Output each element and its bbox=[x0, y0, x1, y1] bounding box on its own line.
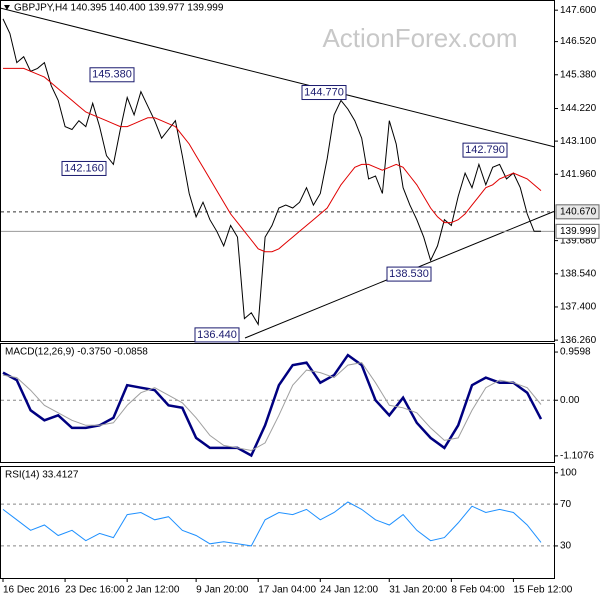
series-line bbox=[2, 18, 541, 327]
series-line bbox=[2, 353, 543, 458]
x-tick-label: 15 Feb 12:00 bbox=[513, 585, 572, 596]
y-tick-label: 145.380 bbox=[560, 69, 597, 80]
series-line bbox=[2, 362, 542, 452]
annotation-box bbox=[301, 85, 347, 101]
annotation-label: 142.160 bbox=[64, 162, 104, 174]
price-level-box bbox=[555, 223, 600, 239]
y-tick-label: 139.680 bbox=[560, 235, 597, 246]
price-level-label: 139.999 bbox=[560, 226, 597, 237]
x-tick-label: 24 Jan 12:00 bbox=[320, 585, 378, 596]
y-tick-label: 147.600 bbox=[560, 5, 597, 16]
watermark: ActionForex.com bbox=[322, 23, 517, 53]
annotation-box bbox=[61, 160, 107, 176]
annotation-box bbox=[462, 142, 508, 158]
annotation-label: 136.440 bbox=[197, 329, 237, 341]
macd-title: MACD(12,26,9) -0.3750 -0.0858 bbox=[5, 347, 148, 358]
price-level-box bbox=[555, 204, 600, 220]
chart-title: GBPJPY,H4 140.395 140.400 139.977 139.99… bbox=[14, 3, 224, 14]
x-tick-label: 8 Feb 04:00 bbox=[451, 585, 505, 596]
annotation-box bbox=[194, 327, 240, 343]
annotation-box bbox=[386, 266, 432, 282]
annotation-label: 144.770 bbox=[304, 86, 344, 98]
y-tick-label: 143.100 bbox=[560, 136, 597, 147]
y-tick-label: 0.00 bbox=[560, 395, 580, 406]
x-tick-label: 2 Jan 12:00 bbox=[127, 585, 180, 596]
series-line bbox=[3, 67, 542, 253]
x-tick-label: 31 Jan 20:00 bbox=[389, 585, 447, 596]
y-tick-label: 136.260 bbox=[560, 335, 597, 346]
y-tick-label: 144.220 bbox=[560, 103, 597, 114]
y-tick-label: 137.400 bbox=[560, 302, 597, 313]
rsi-panel bbox=[0, 466, 555, 579]
x-tick-label: 16 Dec 2016 bbox=[3, 585, 60, 596]
rsi-title: RSI(14) 33.4127 bbox=[5, 470, 79, 481]
annotation-box bbox=[89, 67, 135, 83]
menu-arrow bbox=[4, 5, 10, 10]
series-line bbox=[2, 501, 542, 547]
y-tick-label: 70 bbox=[560, 499, 572, 510]
price-panel bbox=[0, 0, 555, 342]
y-tick-label: 138.540 bbox=[560, 268, 597, 279]
trendline-upper bbox=[0, 7, 556, 148]
x-tick-label: 23 Dec 16:00 bbox=[65, 585, 125, 596]
y-tick-label: 146.520 bbox=[560, 36, 597, 47]
annotation-label: 142.790 bbox=[465, 144, 505, 156]
y-tick-label: -1.1076 bbox=[560, 450, 594, 461]
y-tick-label: 0.9598 bbox=[560, 347, 591, 358]
macd-panel bbox=[0, 343, 555, 463]
price-level-label: 140.670 bbox=[560, 206, 597, 217]
y-tick-label: 141.960 bbox=[560, 169, 597, 180]
x-tick-label: 9 Jan 20:00 bbox=[196, 585, 249, 596]
x-tick-label: 17 Jan 04:00 bbox=[258, 585, 316, 596]
annotation-label: 145.380 bbox=[92, 69, 132, 81]
y-tick-label: 100 bbox=[560, 467, 577, 478]
y-tick-label: 30 bbox=[560, 541, 572, 552]
annotation-label: 138.530 bbox=[389, 268, 429, 280]
